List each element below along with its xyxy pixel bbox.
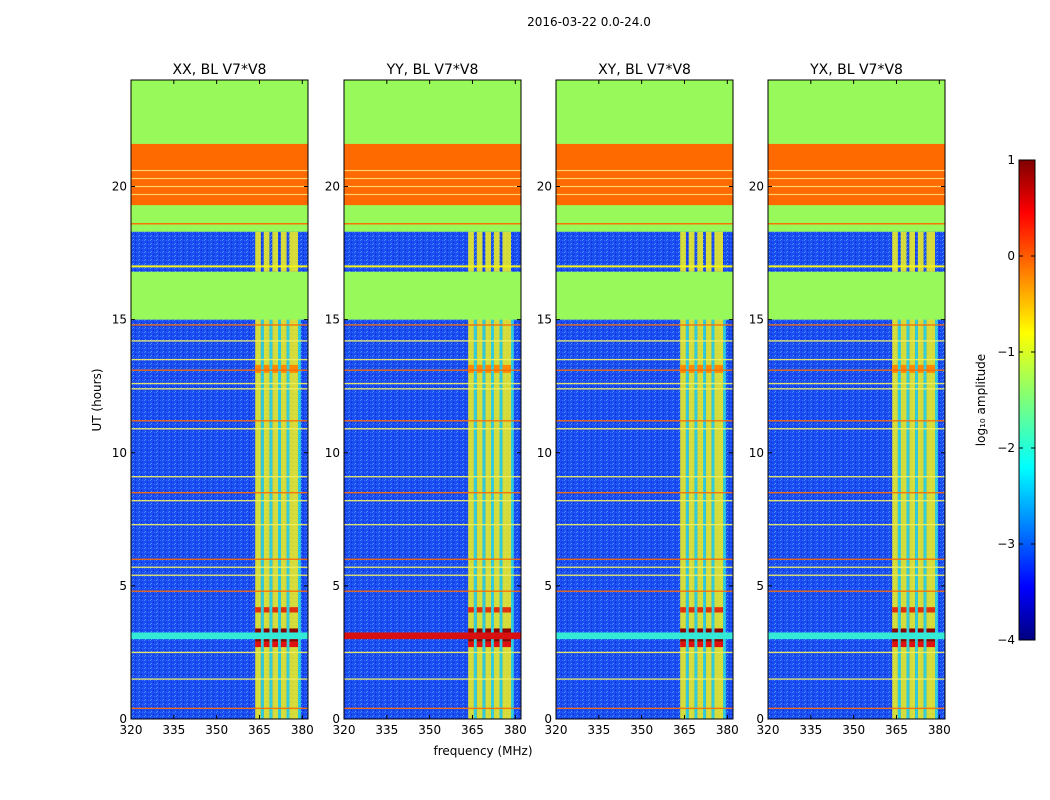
y-tick-label: 10 xyxy=(325,446,340,460)
y-tick-label: 0 xyxy=(119,712,127,726)
panel-1: YY, BL V7*V8 320 335 350 365 380 0 5 10 15 20 xyxy=(325,62,527,737)
x-tick-label: 365 xyxy=(885,723,908,737)
panel-3: YX, BL V7*V8 320 335 350 365 380 0 5 10 15 20 xyxy=(749,62,951,737)
y-tick-label: 0 xyxy=(332,712,340,726)
x-tick-label: 380 xyxy=(291,723,314,737)
x-tick-label: 350 xyxy=(630,723,653,737)
x-tick-label: 335 xyxy=(799,723,822,737)
panel-2: XY, BL V7*V8 320 335 350 365 380 0 5 10 15 20 xyxy=(537,62,739,737)
colorbar-ticks: 1 0 −1 −2 −3 −4 xyxy=(997,153,1035,647)
x-tick-label: 320 xyxy=(757,723,780,737)
colorbar-tick-label: 1 xyxy=(1007,153,1015,167)
y-tick-label: 5 xyxy=(544,579,552,593)
axes-frame xyxy=(343,79,522,720)
x-axis-label: frequency (MHz) xyxy=(433,744,532,758)
colorbar-tick-label: 0 xyxy=(1007,249,1015,263)
heatmap-image xyxy=(556,80,733,719)
colorbar-gradient xyxy=(1018,159,1036,641)
y-tick-label: 10 xyxy=(537,446,552,460)
y-tick-label: 20 xyxy=(749,180,764,194)
y-tick-label: 0 xyxy=(544,712,552,726)
axes-frame xyxy=(767,79,946,720)
x-tick-label: 365 xyxy=(461,723,484,737)
figure-suptitle: 2016-03-22 0.0-24.0 xyxy=(527,15,651,29)
y-tick-label: 15 xyxy=(325,313,340,327)
axes-frame xyxy=(130,79,309,720)
x-tick-label: 380 xyxy=(504,723,527,737)
y-tick-label: 15 xyxy=(112,313,127,327)
colorbar-tick-label: −1 xyxy=(997,345,1015,359)
y-tick-label: 0 xyxy=(756,712,764,726)
panel-title: YX, BL V7*V8 xyxy=(809,62,903,78)
panel-title: XY, BL V7*V8 xyxy=(598,62,691,78)
colorbar-tick-label: −4 xyxy=(997,633,1015,647)
x-tick-label: 380 xyxy=(716,723,739,737)
y-tick-label: 15 xyxy=(537,313,552,327)
x-tick-label: 350 xyxy=(418,723,441,737)
y-tick-label: 15 xyxy=(749,313,764,327)
colorbar-label: log₁₀ amplitude xyxy=(974,354,988,446)
x-tick-label: 365 xyxy=(673,723,696,737)
y-tick-label: 5 xyxy=(332,579,340,593)
x-tick-label: 335 xyxy=(375,723,398,737)
x-tick-label: 320 xyxy=(545,723,568,737)
heatmap-image xyxy=(344,80,521,719)
panel-0: XX, BL V7*V8 320 335 350 365 380 0 5 10 15 20 xyxy=(112,62,314,737)
panel-title: YY, BL V7*V8 xyxy=(386,62,479,78)
y-tick-label: 5 xyxy=(119,579,127,593)
y-tick-label: 10 xyxy=(112,446,127,460)
x-tick-label: 365 xyxy=(248,723,271,737)
axes-frame xyxy=(555,79,734,720)
x-tick-label: 335 xyxy=(162,723,185,737)
x-tick-label: 335 xyxy=(587,723,610,737)
y-axis-label: UT (hours) xyxy=(90,368,104,431)
x-tick-label: 320 xyxy=(120,723,143,737)
colorbar-tick-label: −2 xyxy=(997,441,1015,455)
colorbar: 1 0 −1 −2 −3 −4 log₁₀ amplitude xyxy=(974,153,1036,647)
y-tick-label: 20 xyxy=(537,180,552,194)
panel-title: XX, BL V7*V8 xyxy=(173,62,267,78)
y-tick-label: 20 xyxy=(112,180,127,194)
y-tick-label: 5 xyxy=(756,579,764,593)
x-tick-label: 320 xyxy=(333,723,356,737)
heatmap-image xyxy=(131,80,308,719)
x-tick-label: 380 xyxy=(928,723,951,737)
colorbar-tick-label: −3 xyxy=(997,537,1015,551)
heatmap-image xyxy=(768,80,945,719)
x-tick-label: 350 xyxy=(205,723,228,737)
x-tick-label: 350 xyxy=(842,723,865,737)
y-tick-label: 20 xyxy=(325,180,340,194)
y-tick-label: 10 xyxy=(749,446,764,460)
